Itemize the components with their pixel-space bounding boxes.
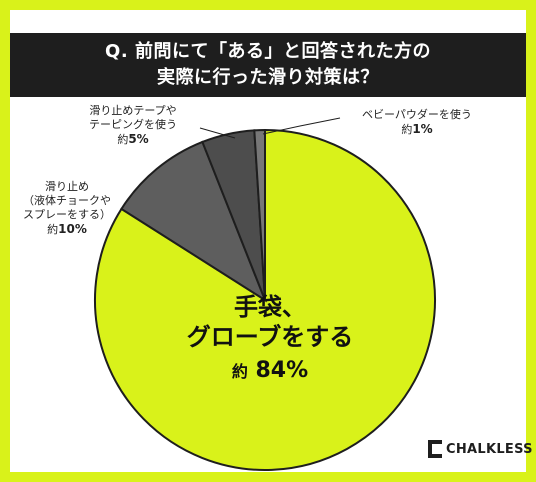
slice-percent: 84% — [255, 358, 309, 383]
slice-label-text: テーピングを使う — [89, 118, 177, 131]
title-line-1: Q. 前問にて「ある」と回答された方の — [105, 41, 431, 62]
title-banner: Q. 前問にて「ある」と回答された方の 実際に行った滑り対策は？ — [10, 33, 526, 97]
slice-prefix: 約 — [231, 362, 248, 381]
logo-mark-icon — [428, 440, 442, 458]
slice-label-text: 滑り止めテープや — [89, 104, 177, 117]
slice-label-text: ベビーパウダーを使う — [362, 108, 472, 121]
slice-label-text: 滑り止め — [45, 180, 89, 193]
slice-label-text: 手袋、 — [234, 293, 306, 321]
slice-label-gloves: 手袋、 グローブをする 約 84% — [160, 292, 380, 387]
slice-chalk — [120, 140, 268, 303]
slice-label-chalk: 滑り止め （液体チョークや スプレーをする） 約10% — [12, 180, 122, 237]
slice-percent: 1% — [412, 122, 433, 136]
slice-gloves — [94, 128, 436, 471]
slice-label-text: スプレーをする） — [23, 208, 111, 221]
slice-prefix: 約 — [401, 123, 413, 136]
slice-label-text: （液体チョークや — [23, 194, 111, 207]
slice-prefix: 約 — [117, 133, 129, 146]
slice-label-text: グローブをする — [186, 323, 354, 351]
slice-prefix: 約 — [47, 223, 59, 236]
title-line-2: 実際に行った滑り対策は？ — [157, 67, 379, 88]
logo-text: CHALKLESS — [446, 441, 533, 457]
slice-label-tape: 滑り止めテープや テーピングを使う 約5% — [68, 104, 198, 147]
leader-line-tape — [199, 127, 236, 139]
slice-percent: 5% — [128, 132, 149, 146]
slice-percent: 10% — [58, 222, 87, 236]
brand-logo: CHALKLESS — [428, 440, 533, 458]
slice-label-baby-powder: ベビーパウダーを使う 約1% — [352, 108, 482, 137]
leader-line-baby-powder — [262, 117, 341, 135]
slice-baby-powder — [253, 128, 266, 301]
